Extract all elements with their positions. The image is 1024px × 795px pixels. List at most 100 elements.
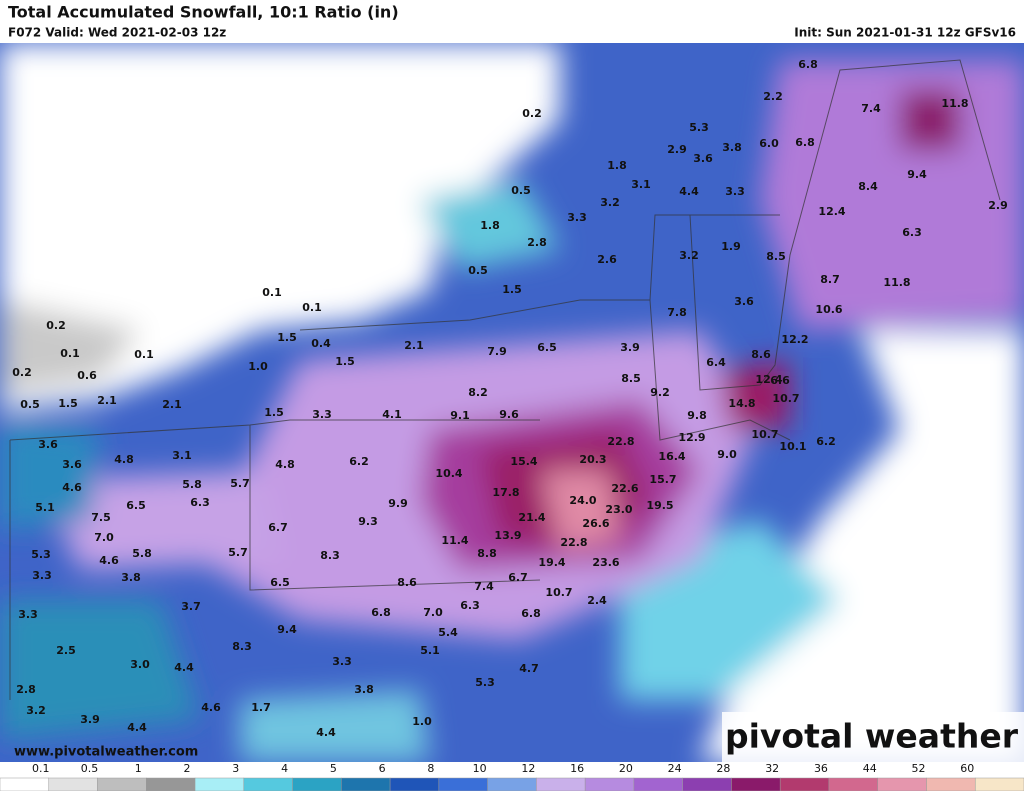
legend-tick-label: 20 <box>619 762 633 775</box>
snow-total: 23.0 <box>605 503 632 516</box>
snow-total: 10.7 <box>545 586 572 599</box>
snow-total: 12.4 <box>755 373 782 386</box>
snow-total: 2.9 <box>988 199 1008 212</box>
legend-tick-label: 52 <box>911 762 925 775</box>
snow-total: 3.1 <box>172 449 192 462</box>
legend-swatch <box>877 777 927 792</box>
legend-swatch <box>438 777 488 792</box>
snow-total: 2.5 <box>56 644 76 657</box>
snow-total: 5.3 <box>31 548 51 561</box>
snow-total: 8.4 <box>858 180 878 193</box>
legend-tick-label: 36 <box>814 762 828 775</box>
snow-total: 5.1 <box>420 644 440 657</box>
snow-total: 3.8 <box>121 571 141 584</box>
snow-total: 3.2 <box>26 704 46 717</box>
snow-total: 2.1 <box>97 394 117 407</box>
snow-total: 2.2 <box>763 90 783 103</box>
snow-total: 0.1 <box>262 286 282 299</box>
snow-total: 3.6 <box>38 438 58 451</box>
snow-total: 1.9 <box>721 240 741 253</box>
snow-total: 1.7 <box>251 701 271 714</box>
snow-total: 0.5 <box>20 398 40 411</box>
snow-total: 3.8 <box>354 683 374 696</box>
legend-tick-label: 12 <box>521 762 535 775</box>
snow-total: 0.2 <box>12 366 32 379</box>
legend-tick-label: 8 <box>427 762 434 775</box>
snow-total: 5.3 <box>475 676 495 689</box>
snow-total: 4.4 <box>127 721 147 734</box>
snow-total: 1.5 <box>502 283 522 296</box>
legend-swatch <box>633 777 683 792</box>
legend-tick-label: 24 <box>668 762 682 775</box>
snow-total: 6.2 <box>349 455 369 468</box>
snow-total: 0.5 <box>511 184 531 197</box>
snow-total: 12.4 <box>818 205 845 218</box>
snow-total: 26.6 <box>582 517 609 530</box>
logo-bg <box>722 712 1024 762</box>
snow-total: 4.4 <box>679 185 699 198</box>
legend-tick-label: 4 <box>281 762 288 775</box>
snow-total: 1.0 <box>248 360 268 373</box>
snow-total: 22.8 <box>607 435 634 448</box>
valid-time: F072 Valid: Wed 2021-02-03 12z <box>8 26 226 40</box>
snow-total: 12.2 <box>781 333 808 346</box>
legend-swatch <box>292 777 342 792</box>
snow-total: 7.9 <box>487 345 507 358</box>
snow-total: 12.9 <box>678 431 705 444</box>
snow-total: 2.1 <box>162 398 182 411</box>
snow-total: 2.8 <box>527 236 547 249</box>
snow-total: 3.3 <box>18 608 38 621</box>
snow-total: 8.2 <box>468 386 488 399</box>
legend-swatch <box>828 777 878 792</box>
snow-total: 6.4 <box>706 356 726 369</box>
snow-total: 14.8 <box>728 397 755 410</box>
snow-total: 8.8 <box>477 547 497 560</box>
legend-swatch <box>536 777 586 792</box>
snow-total: 4.6 <box>99 554 119 567</box>
legend-swatch <box>974 777 1024 792</box>
snow-total: 3.3 <box>32 569 52 582</box>
legend-tick-label: 5 <box>330 762 337 775</box>
legend-tick-label: 16 <box>570 762 584 775</box>
snow-total: 13.9 <box>494 529 521 542</box>
snow-total: 9.9 <box>388 497 408 510</box>
snow-total: 15.7 <box>649 473 676 486</box>
map-title: Total Accumulated Snowfall, 10:1 Ratio (… <box>8 3 399 22</box>
snow-total: 6.3 <box>902 226 922 239</box>
snow-total: 6.8 <box>371 606 391 619</box>
snow-total: 8.3 <box>232 640 252 653</box>
snow-total: 6.5 <box>537 341 557 354</box>
snow-total: 6.3 <box>190 496 210 509</box>
snow-total: 10.1 <box>779 440 806 453</box>
snow-total: 10.7 <box>772 392 799 405</box>
snow-total: 5.3 <box>689 121 709 134</box>
snow-total: 3.7 <box>181 600 201 613</box>
snow-total: 3.6 <box>734 295 754 308</box>
snow-total: 5.7 <box>230 477 250 490</box>
snow-total: 6.0 <box>759 137 779 150</box>
snow-total: 7.0 <box>423 606 443 619</box>
legend-swatch <box>0 777 50 792</box>
snow-total: 6.8 <box>795 136 815 149</box>
snow-total: 6.3 <box>460 599 480 612</box>
snow-total: 3.1 <box>631 178 651 191</box>
snow-total: 2.1 <box>404 339 424 352</box>
snow-total: 2.4 <box>587 594 607 607</box>
init-time: Init: Sun 2021-01-31 12z GFSv16 <box>794 26 1016 40</box>
snow-total: 7.4 <box>861 102 881 115</box>
legend-swatch <box>731 777 781 792</box>
snowfall-map <box>0 43 1024 762</box>
snow-total: 6.8 <box>521 607 541 620</box>
snow-total: 5.8 <box>182 478 202 491</box>
snow-total: 3.0 <box>130 658 150 671</box>
snow-total: 9.6 <box>499 408 519 421</box>
logo: pivotal weather <box>725 717 1019 756</box>
legend-tick-label: 60 <box>960 762 974 775</box>
snow-total: 1.5 <box>277 331 297 344</box>
legend-tick-label: 6 <box>379 762 386 775</box>
snow-total: 0.1 <box>134 348 154 361</box>
snow-total: 2.8 <box>16 683 36 696</box>
legend-swatch <box>97 777 147 792</box>
snow-total: 22.8 <box>560 536 587 549</box>
